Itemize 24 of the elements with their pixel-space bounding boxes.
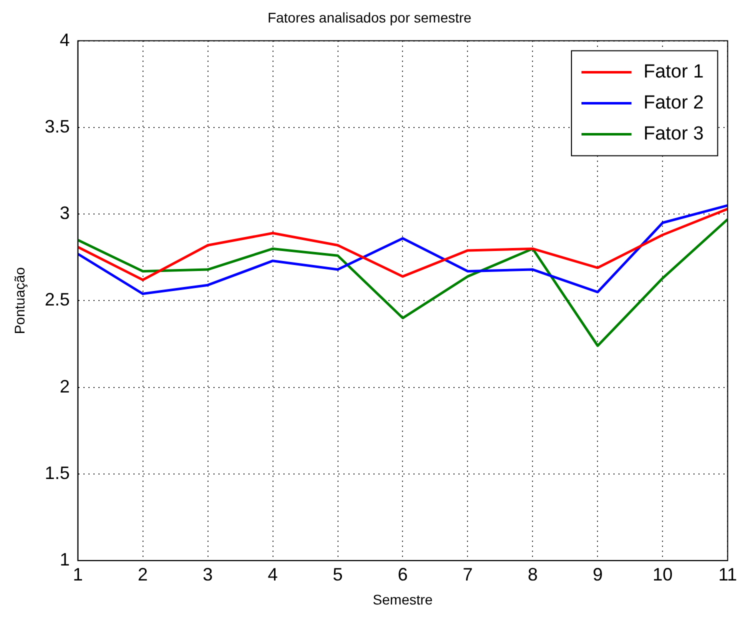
- y-tick-label: 2: [60, 376, 70, 396]
- y-tick-label: 3.5: [44, 116, 70, 136]
- x-tick-label: 1: [72, 564, 83, 584]
- legend-label: Fator 2: [643, 92, 704, 114]
- x-tick-label: 2: [138, 564, 148, 584]
- y-tick-label: 2.5: [44, 290, 70, 310]
- y-axis-title: Pontuação: [11, 267, 28, 334]
- x-tick-label: 6: [398, 564, 408, 584]
- y-tick-label: 1: [60, 550, 70, 570]
- x-tick-label: 7: [462, 564, 473, 584]
- legend-label: Fator 3: [643, 124, 704, 145]
- x-tick-label: 5: [332, 564, 343, 584]
- x-tick-label: 9: [592, 564, 603, 584]
- x-tick-label: 11: [718, 564, 737, 584]
- y-tick-label: 3: [60, 203, 70, 224]
- x-tick-label: 10: [652, 564, 673, 584]
- x-tick-label: 8: [528, 564, 538, 584]
- x-tick-label: 3: [202, 564, 213, 584]
- legend-label: Fator 1: [643, 62, 704, 83]
- x-axis-title: Semestre: [372, 591, 433, 608]
- y-tick-label: 4: [60, 30, 70, 50]
- x-tick-label: 4: [268, 564, 278, 584]
- y-tick-label: 1.5: [44, 462, 70, 483]
- chart-title: Fatores analisados por semestre: [268, 9, 472, 26]
